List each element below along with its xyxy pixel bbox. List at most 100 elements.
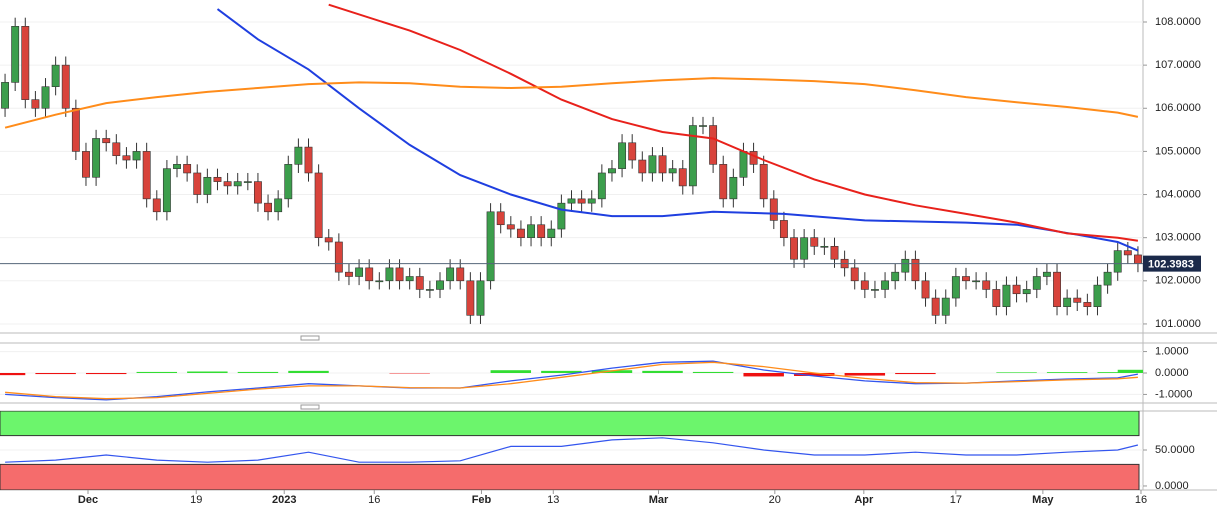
y-tick-label: 105.0000 [1155, 145, 1201, 157]
candle-body [598, 173, 605, 199]
candle-body [82, 151, 89, 177]
x-tick-label: 2023 [272, 494, 296, 506]
x-tick-label: 20 [769, 494, 781, 506]
candle-body [902, 259, 909, 272]
candle-body [285, 164, 292, 199]
candle-body [264, 203, 271, 212]
y-tick-label: 0.0000 [1155, 367, 1189, 379]
candle-body [922, 281, 929, 298]
y-tick-label: 107.0000 [1155, 59, 1201, 71]
candle-body [123, 156, 130, 160]
candle-body [1084, 302, 1091, 306]
histogram-bar [743, 373, 783, 376]
candle-body [527, 225, 534, 238]
candle-body [831, 246, 838, 259]
candle-body [12, 26, 19, 82]
candle-body [32, 100, 39, 109]
candle-body [1124, 251, 1131, 255]
candle-body [1134, 255, 1141, 264]
candle-body [558, 203, 565, 229]
candle-body [224, 182, 231, 186]
candle-body [740, 151, 747, 177]
candle-body [305, 147, 312, 173]
candle-body [750, 151, 757, 164]
y-tick-label: 0.0000 [1155, 480, 1189, 492]
histogram-bar [996, 372, 1036, 373]
candle-body [811, 238, 818, 247]
candle-body [386, 268, 393, 281]
candle-body [335, 242, 342, 272]
histogram-bar [491, 370, 531, 373]
candle-body [467, 281, 474, 316]
candle-body [801, 238, 808, 260]
candle-body [345, 272, 352, 276]
histogram-bar [642, 371, 682, 373]
candle-body [709, 126, 716, 165]
x-tick-label: Mar [649, 494, 669, 506]
x-tick-label: 16 [368, 494, 380, 506]
candle-body [62, 65, 69, 108]
y-tick-label: -1.0000 [1155, 388, 1192, 400]
candle-body [780, 220, 787, 237]
candle-body [163, 169, 170, 212]
candle-body [487, 212, 494, 281]
y-tick-label: 1.0000 [1155, 345, 1189, 357]
candle-body [770, 199, 777, 221]
candle-body [790, 238, 797, 260]
candle-body [548, 229, 555, 238]
candle-body [538, 225, 545, 238]
histogram-bar [35, 373, 75, 374]
candle-body [376, 281, 383, 282]
candle-body [730, 177, 737, 199]
x-tick-label: 17 [950, 494, 962, 506]
histogram-bar [86, 373, 126, 374]
histogram-bar [137, 372, 177, 373]
candle-body [153, 199, 160, 212]
overbought-zone [0, 411, 1139, 436]
histogram-bar [895, 373, 935, 374]
candle-body [952, 276, 959, 298]
y-tick-label: 106.0000 [1155, 102, 1201, 114]
candle-body [325, 238, 332, 242]
candle-body [962, 276, 969, 280]
candle-body [649, 156, 656, 173]
candle-body [416, 276, 423, 289]
candle-body [720, 164, 727, 199]
candle-body [92, 138, 99, 177]
candle-body [244, 182, 251, 183]
candle-body [42, 87, 49, 109]
candle-body [194, 173, 201, 195]
histogram-bar [187, 372, 227, 374]
x-tick-label: 16 [1135, 494, 1147, 506]
candle-body [204, 177, 211, 194]
candle-body [1013, 285, 1020, 294]
candle-body [315, 173, 322, 238]
candle-body [426, 289, 433, 290]
histogram-bar [238, 372, 278, 373]
candle-body [679, 169, 686, 186]
oversold-zone [0, 464, 1139, 490]
candle-body [861, 281, 868, 290]
candle-body [173, 164, 180, 168]
candle-body [618, 143, 625, 169]
candle-body [578, 199, 585, 203]
candle-body [406, 276, 413, 280]
candle-body [892, 272, 899, 281]
candle-body [457, 268, 464, 281]
x-tick-label: Dec [78, 494, 98, 506]
y-tick-label: 103.0000 [1155, 232, 1201, 244]
candle-body [568, 199, 575, 203]
candle-body [881, 281, 888, 290]
candle-body [275, 199, 282, 212]
candle-body [1094, 285, 1101, 307]
candle-body [659, 156, 666, 173]
candle-body [183, 164, 190, 173]
candle-body [942, 298, 949, 315]
candle-body [234, 182, 241, 186]
candle-body [52, 65, 59, 87]
y-tick-label: 108.0000 [1155, 16, 1201, 28]
last-price-label: 102.3983 [1148, 259, 1194, 271]
candle-body [821, 246, 828, 247]
